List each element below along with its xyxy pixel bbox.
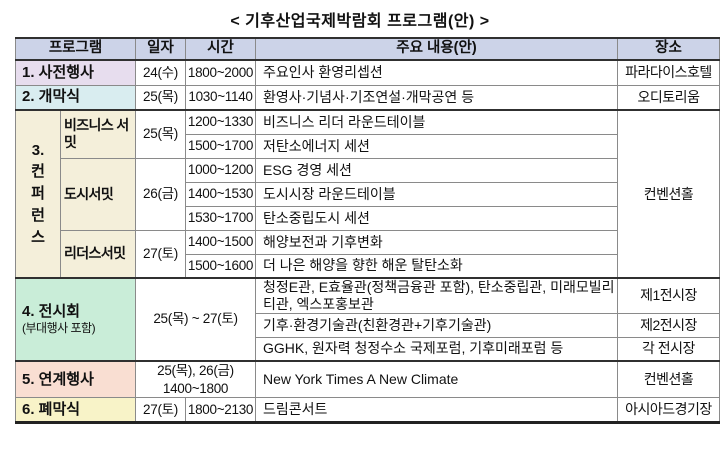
time-cell: 1030~1140 [185,84,256,111]
content-cell: 저탄소에너지 세션 [255,133,618,159]
content-cell: 도시시장 라운드테이블 [255,181,618,207]
venue-cell: 컨벤션홀 [617,109,720,279]
time-cell: 1200~1330 [185,109,256,135]
header-date: 일자 [135,37,186,61]
summit-name-cell: 도시서밋 [60,157,136,231]
exhibition-row: 기후·환경기술관(친환경관+기후기술관) 제2전시장 [16,312,720,338]
content-cell: 주요인사 환영리셉션 [255,59,618,86]
summit-name-cell: 비즈니스 서밋 [60,109,136,159]
date-cell: 25(목) ~ 27(토) [135,276,256,362]
date-cell: 25(목) [135,84,186,111]
conference-row: 1530~1700 탄소중립도시 세션 [16,205,720,231]
content-cell: 해양보전과 기후변화 [255,229,618,255]
time-cell: 1400~1500 [185,229,256,255]
conference-label-cell: 3. 컨퍼런스 [15,109,61,279]
date-cell: 26(금) [135,157,186,231]
program-cell: 4. 전시회 (부대행사 포함) [15,276,136,362]
program-cell: 5. 연계행사 [15,360,136,399]
time-cell: 1800~2000 [185,59,256,86]
program-table: 프로그램 일자 시간 주요 내용(안) 장소 1. 사전행사 24(수) 180… [15,37,720,425]
venue-cell: 아시아드경기장 [617,397,720,425]
time-cell: 1000~1200 [185,157,256,183]
date-cell: 24(수) [135,59,186,86]
table-header-row: 프로그램 일자 시간 주요 내용(안) 장소 [15,37,720,61]
venue-cell: 각 전시장 [617,336,720,362]
venue-cell: 파라다이스호텔 [617,59,720,86]
content-cell: 탄소중립도시 세션 [255,205,618,231]
pre-event-row: 1. 사전행사 24(수) 1800~2000 주요인사 환영리셉션 파라다이스… [15,59,720,86]
content-cell: 드림콘서트 [255,397,618,425]
date-cell: 25(목), 26(금) 1400~1800 [135,360,256,399]
program-cell: 2. 개막식 [15,84,136,111]
content-cell: GGHK, 원자력 청정수소 국제포럼, 기후미래포럼 등 [255,336,618,362]
time-cell: 1800~2130 [185,397,256,425]
closing-row: 6. 폐막식 27(토) 1800~2130 드림콘서트 아시아드경기장 [15,397,720,425]
date-cell: 27(토) [135,397,186,425]
conference-row: 3. 컨퍼런스 비즈니스 서밋 25(목) 1200~1330 비즈니스 리더 … [15,109,720,279]
opening-row: 2. 개막식 25(목) 1030~1140 환영사·기념사·기조연설·개막공연… [15,84,720,111]
time-cell: 1400~1530 [185,181,256,207]
exhibition-row: 4. 전시회 (부대행사 포함) 25(목) ~ 27(토) 청정E관, E효율… [15,276,720,362]
content-cell: New York Times A New Climate [255,360,618,399]
header-venue: 장소 [617,37,720,61]
conference-vertical-label: 3. 컨퍼런스 [31,141,45,246]
venue-cell: 제2전시장 [617,312,720,338]
exhibition-row: GGHK, 원자력 청정수소 국제포럼, 기후미래포럼 등 각 전시장 [16,336,720,362]
content-cell: 환영사·기념사·기조연설·개막공연 등 [255,84,618,111]
content-cell: 더 나은 해양을 향한 해운 탈탄소화 [255,253,618,279]
time-cell: 1500~1600 [185,253,256,279]
program-subtitle: (부대행사 포함) [22,321,96,336]
content-cell: 청정E관, E효율관(정책금융관 포함), 탄소중립관, 미래모빌리티관, 엑스… [255,276,618,314]
page-title: < 기후산업국제박람회 프로그램(안) > [230,13,490,30]
time-cell: 1500~1700 [185,133,256,159]
summit-name-cell: 리더스서밋 [60,229,136,279]
date-cell: 27(토) [135,229,186,279]
venue-cell: 제1전시장 [617,276,720,314]
venue-cell: 컨벤션홀 [617,360,720,399]
linked-event-row: 5. 연계행사 25(목), 26(금) 1400~1800 New York … [15,360,720,399]
conference-row: 1400~1530 도시시장 라운드테이블 [16,181,720,207]
time-cell: 1530~1700 [185,205,256,231]
conference-row: 1500~1600 더 나은 해양을 향한 해운 탈탄소화 [16,253,720,279]
header-content: 주요 내용(안) [255,37,618,61]
content-cell: 기후·환경기술관(친환경관+기후기술관) [255,312,618,338]
header-program: 프로그램 [15,37,136,61]
program-cell: 1. 사전행사 [15,59,136,86]
conference-row: 1500~1700 저탄소에너지 세션 [16,133,720,159]
header-time: 시간 [185,37,256,61]
content-cell: ESG 경영 세션 [255,157,618,183]
venue-cell: 오디토리움 [617,84,720,111]
conference-row: 리더스서밋 27(토) 1400~1500 해양보전과 기후변화 [16,229,720,279]
program-cell: 6. 폐막식 [15,397,136,425]
conference-row: 도시서밋 26(금) 1000~1200 ESG 경영 세션 [16,157,720,231]
date-cell: 25(목) [135,109,186,159]
content-cell: 비즈니스 리더 라운드테이블 [255,109,618,135]
